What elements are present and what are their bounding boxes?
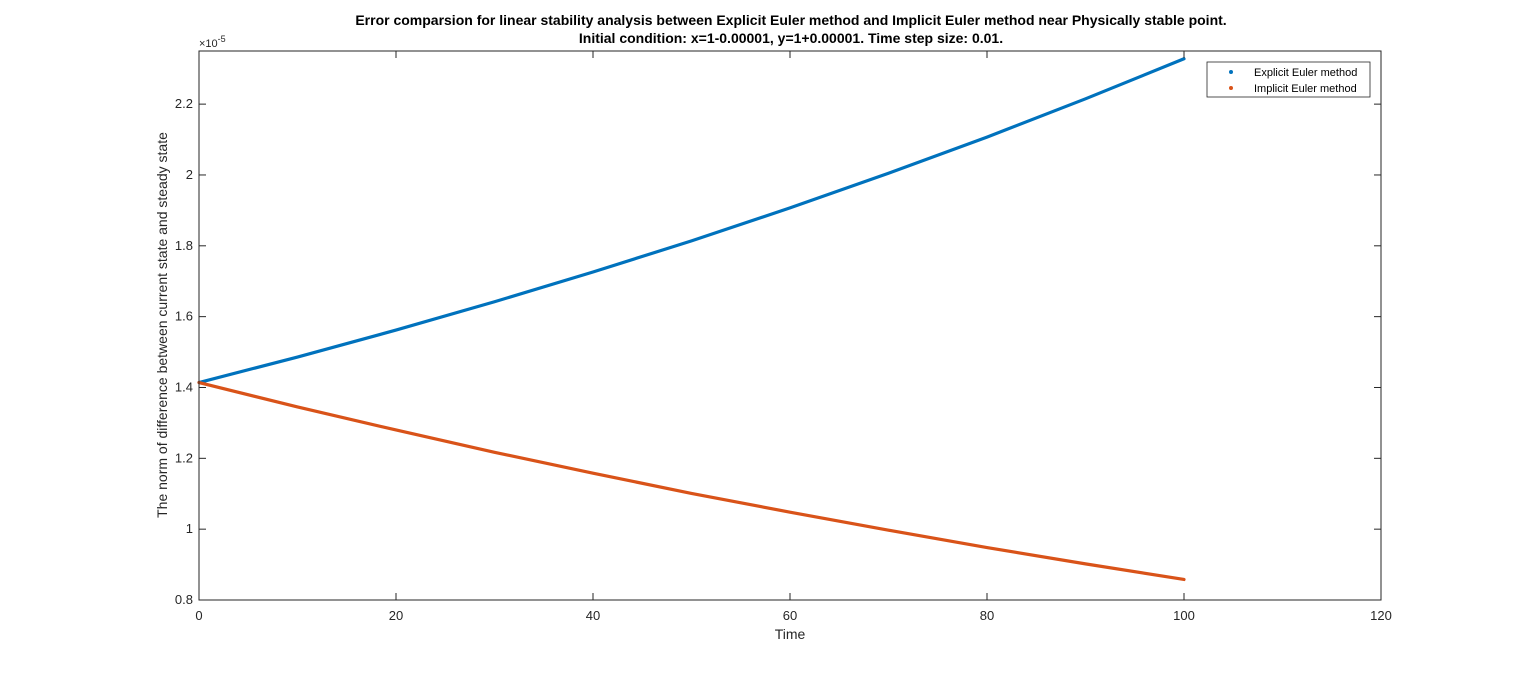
legend-label-implicit: Implicit Euler method [1254,83,1357,95]
y-multiplier-exponent: -5 [218,34,226,44]
x-ticks: 0 20 40 60 80 100 120 [195,51,1392,623]
y-axis-label: The norm of difference between current s… [154,132,170,518]
y-tick-label: 1 [186,521,193,536]
x-axis-label: Time [775,626,806,642]
legend: Explicit Euler method Implicit Euler met… [1206,61,1371,98]
y-tick-label: 1.2 [175,450,193,465]
legend-marker-implicit [1229,86,1233,90]
y-ticks: 0.8 1 1.2 1.4 1.6 1.8 2 2.2 [175,96,1381,607]
y-tick-label: 2.2 [175,96,193,111]
x-tick-label: 0 [195,608,202,623]
series-layer [197,57,1186,582]
y-tick-label: 1.8 [175,238,193,253]
x-tick-label: 80 [980,608,994,623]
chart-title-line-2: Initial condition: x=1-0.00001, y=1+0.00… [579,30,1003,46]
x-tick-label: 100 [1173,608,1195,623]
y-tick-label: 0.8 [175,592,193,607]
x-tick-label: 120 [1370,608,1392,623]
chart-title-line-1: Error comparsion for linear stability an… [355,12,1226,28]
x-tick-label: 40 [586,608,600,623]
y-multiplier-base: ×10 [199,38,218,50]
x-tick-label: 20 [389,608,403,623]
legend-marker-explicit [1229,70,1233,74]
y-tick-label: 1.6 [175,309,193,324]
plot-area [199,51,1381,600]
x-tick-label: 60 [783,608,797,623]
legend-box [1206,61,1371,98]
y-multiplier: ×10-5 [199,34,226,50]
y-tick-label: 2 [186,167,193,182]
legend-label-explicit: Explicit Euler method [1254,67,1357,79]
series-line-explicit-euler [197,57,1186,385]
y-tick-label: 1.4 [175,379,193,394]
series-line-implicit-euler [197,380,1186,582]
